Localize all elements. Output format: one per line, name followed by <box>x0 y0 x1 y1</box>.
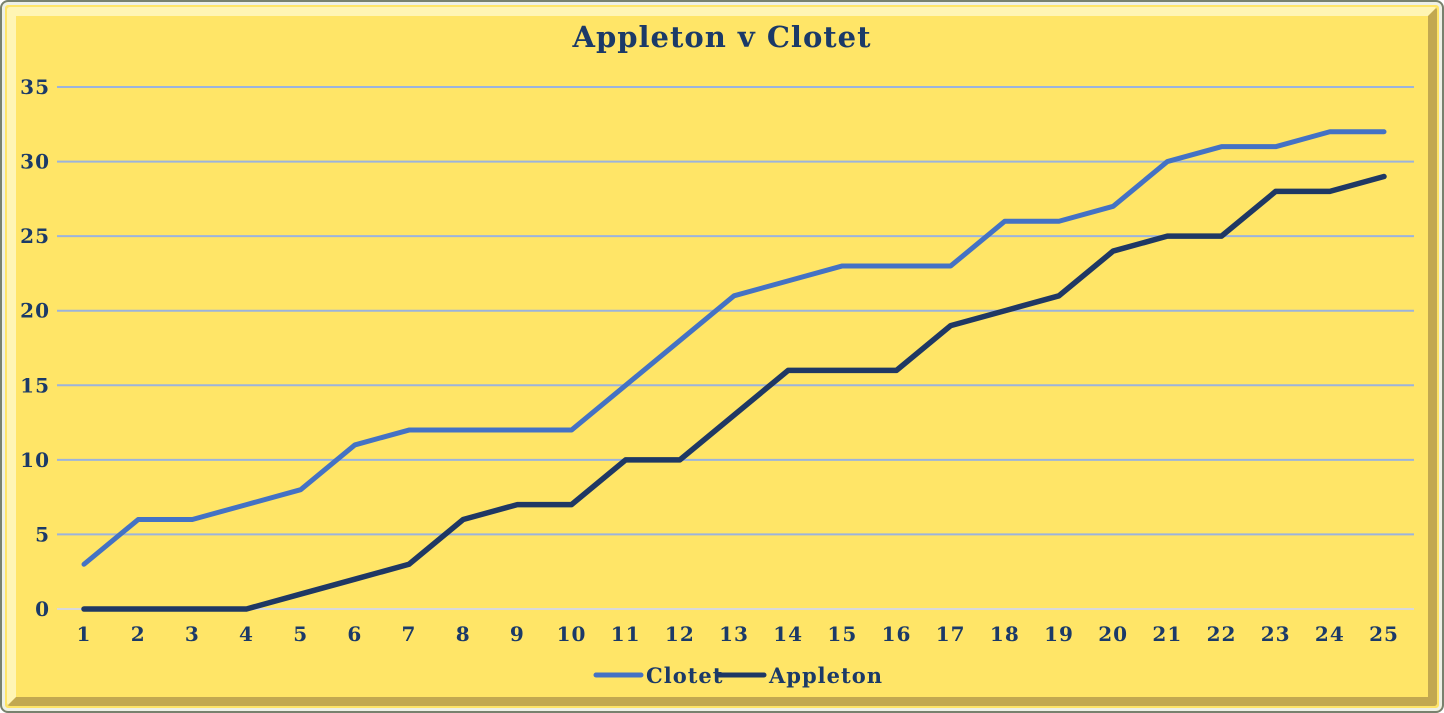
legend-label-appleton: Appleton <box>768 663 883 688</box>
x-tick-label: 16 <box>882 622 912 646</box>
chart-panel <box>7 7 1437 706</box>
legend-label-clotet: Clotet <box>646 663 723 688</box>
x-tick-label: 13 <box>719 622 749 646</box>
x-tick-label: 19 <box>1044 622 1074 646</box>
y-tick-label: 25 <box>20 224 50 248</box>
x-tick-label: 11 <box>611 622 641 646</box>
x-tick-label: 23 <box>1261 622 1291 646</box>
y-tick-label: 35 <box>20 75 50 99</box>
x-tick-label: 17 <box>936 622 966 646</box>
x-tick-label: 20 <box>1098 622 1128 646</box>
x-tick-label: 9 <box>510 622 525 646</box>
y-tick-label: 5 <box>35 522 50 546</box>
x-tick-label: 24 <box>1315 622 1345 646</box>
x-axis-tick-labels: 1 2 3 4 5 6 7 8 9 10 11 12 13 14 15 16 17 18 19 20 21 22 23 24 2… <box>77 622 1399 646</box>
y-tick-label: 10 <box>20 448 50 472</box>
x-tick-label: 5 <box>293 622 308 646</box>
x-tick-label: 1 <box>77 622 92 646</box>
series-line-appleton <box>81 173 1387 612</box>
x-tick-label: 25 <box>1369 622 1399 646</box>
legend: Clotet Appleton <box>593 663 883 688</box>
series-line-clotet <box>81 129 1387 567</box>
y-tick-label: 20 <box>20 299 50 323</box>
x-tick-label: 12 <box>665 622 695 646</box>
x-tick-label: 3 <box>185 622 200 646</box>
x-tick-label: 14 <box>773 622 803 646</box>
series-lines <box>81 129 1387 612</box>
y-tick-label: 15 <box>20 373 50 397</box>
x-tick-label: 8 <box>456 622 471 646</box>
y-axis-tick-labels: 0 5 10 15 20 25 30 35 <box>20 75 50 621</box>
x-tick-label: 21 <box>1152 622 1182 646</box>
x-tick-label: 7 <box>402 622 417 646</box>
gridlines <box>57 86 1414 610</box>
x-tick-label: 6 <box>347 622 362 646</box>
x-tick-label: 10 <box>557 622 587 646</box>
chart-title: Appleton v Clotet <box>571 20 871 54</box>
x-tick-label: 2 <box>131 622 146 646</box>
y-tick-label: 0 <box>35 597 50 621</box>
x-tick-label: 18 <box>990 622 1020 646</box>
x-tick-label: 22 <box>1207 622 1237 646</box>
x-tick-label: 15 <box>827 622 857 646</box>
x-tick-label: 4 <box>239 622 254 646</box>
y-tick-label: 30 <box>20 150 50 174</box>
